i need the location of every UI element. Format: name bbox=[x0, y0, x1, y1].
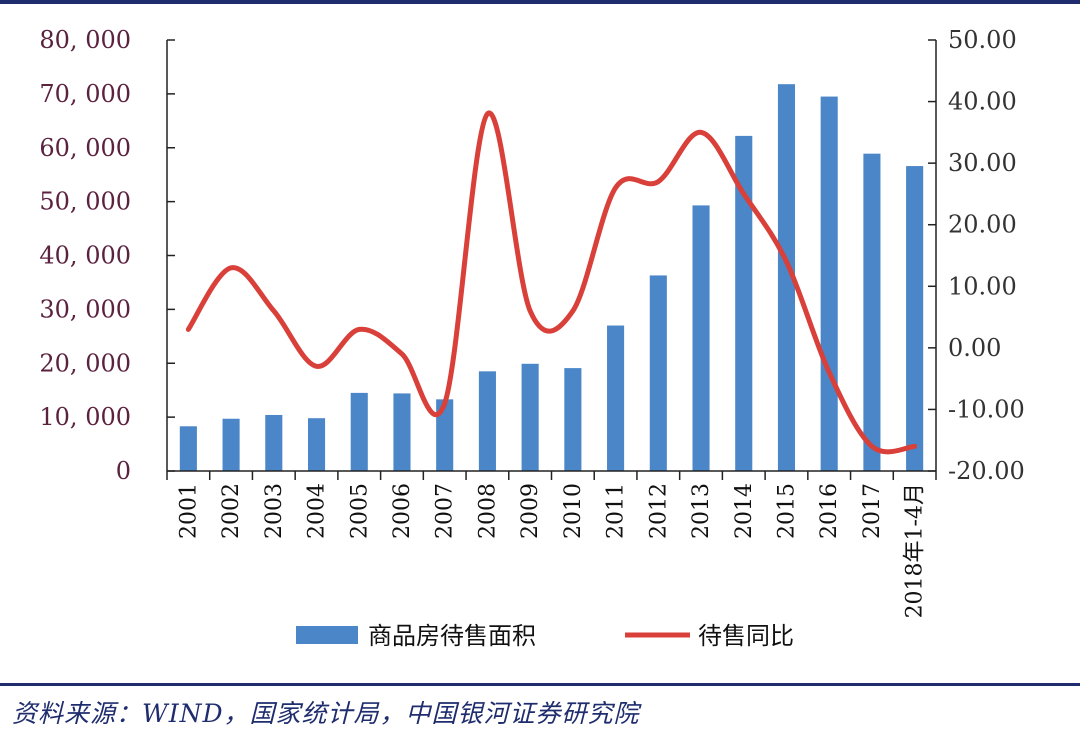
line-point bbox=[230, 266, 233, 269]
y-left-tick-label: 30, 000 bbox=[39, 295, 131, 323]
line-point bbox=[828, 371, 831, 374]
bar bbox=[436, 399, 454, 471]
bar bbox=[692, 205, 710, 472]
line-point bbox=[443, 402, 446, 405]
line-point bbox=[315, 365, 318, 368]
line-point bbox=[742, 192, 745, 195]
bar bbox=[777, 84, 796, 472]
bar bbox=[222, 418, 240, 471]
x-tick-label: 2013 bbox=[689, 483, 714, 539]
y-left-tick-label: 20, 000 bbox=[39, 349, 131, 377]
x-tick-label: 2018年1-4月 bbox=[903, 483, 928, 618]
yoy-line bbox=[185, 110, 918, 455]
bar bbox=[607, 325, 625, 471]
line-point bbox=[785, 260, 788, 263]
y-right-tick-label: 40.00 bbox=[948, 88, 1017, 116]
line-point bbox=[571, 309, 574, 312]
line-point bbox=[529, 309, 532, 312]
bar-series bbox=[179, 84, 924, 472]
line-point bbox=[870, 445, 873, 448]
bar bbox=[307, 418, 326, 471]
x-tick-label: 2008 bbox=[475, 483, 500, 539]
y-right-tick-label: -20.00 bbox=[948, 457, 1025, 485]
line-series bbox=[185, 110, 918, 455]
y-right-tick-label: 0.00 bbox=[948, 334, 1001, 362]
y-left-tick-label: 0 bbox=[116, 457, 131, 485]
x-tick-label: 2009 bbox=[518, 483, 543, 539]
x-tick-label: 2005 bbox=[347, 483, 372, 539]
legend: 商品房待售面积 待售同比 bbox=[296, 622, 794, 650]
y-right-tick-label: 20.00 bbox=[948, 211, 1017, 239]
bar bbox=[863, 153, 881, 471]
bar bbox=[265, 414, 283, 471]
bar bbox=[393, 393, 411, 471]
bar bbox=[478, 371, 496, 471]
y-left-tick-label: 10, 000 bbox=[39, 403, 131, 431]
chart: 0 10, 000 20, 000 30, 000 40, 000 50, 000 60, … bbox=[39, 26, 1024, 650]
x-tick-label: 2004 bbox=[305, 483, 330, 539]
bar bbox=[820, 96, 838, 471]
x-tick-label: 2006 bbox=[390, 483, 415, 539]
line-point bbox=[657, 180, 660, 183]
x-tick-label: 2012 bbox=[646, 483, 671, 539]
y-right-tick-label: -10.00 bbox=[948, 395, 1025, 423]
bar bbox=[564, 368, 582, 471]
x-tick-label: 2003 bbox=[262, 483, 287, 539]
bar bbox=[735, 135, 753, 471]
bar bbox=[521, 363, 539, 471]
axes: 0 10, 000 20, 000 30, 000 40, 000 50, 000 60, … bbox=[39, 26, 1024, 618]
y-right-tick-label: 50.00 bbox=[948, 26, 1017, 54]
line-point bbox=[913, 445, 916, 448]
bar bbox=[649, 275, 667, 471]
x-tick-label: 2007 bbox=[433, 483, 458, 539]
top-rule bbox=[0, 0, 1080, 4]
line-point bbox=[614, 186, 617, 189]
y-left-tick-label: 80, 000 bbox=[39, 26, 131, 54]
line-point bbox=[700, 131, 703, 134]
x-tick-label: 2001 bbox=[176, 483, 201, 539]
bottom-rule bbox=[0, 683, 1080, 686]
x-tick-label: 2002 bbox=[219, 483, 244, 539]
y-right-tick-label: 30.00 bbox=[948, 149, 1017, 177]
legend-label-line: 待售同比 bbox=[698, 622, 794, 650]
bar bbox=[906, 166, 924, 471]
source-note: 资料来源：WIND，国家统计局，中国银河证券研究院 bbox=[12, 699, 640, 728]
line-point bbox=[187, 328, 190, 331]
x-tick-label: 2015 bbox=[774, 483, 799, 539]
legend-swatch-bar bbox=[296, 626, 358, 644]
line-point bbox=[272, 309, 275, 312]
x-tick-label: 2010 bbox=[561, 483, 586, 539]
bar bbox=[179, 426, 197, 471]
x-tick-label: 2017 bbox=[860, 483, 885, 539]
y-left-tick-label: 60, 000 bbox=[39, 134, 131, 162]
x-tick-label: 2014 bbox=[732, 483, 757, 539]
y-left-tick-label: 70, 000 bbox=[39, 80, 131, 108]
x-tick-label: 2011 bbox=[604, 483, 629, 539]
y-left-tick-label: 50, 000 bbox=[39, 188, 131, 216]
x-tick-label: 2016 bbox=[817, 483, 842, 539]
line-point bbox=[358, 328, 361, 331]
legend-label-bar: 商品房待售面积 bbox=[368, 622, 536, 650]
line-point bbox=[486, 112, 489, 115]
line-point bbox=[400, 353, 403, 356]
y-left-tick-label: 40, 000 bbox=[39, 242, 131, 270]
bar bbox=[350, 392, 368, 471]
y-right-tick-label: 10.00 bbox=[948, 272, 1017, 300]
